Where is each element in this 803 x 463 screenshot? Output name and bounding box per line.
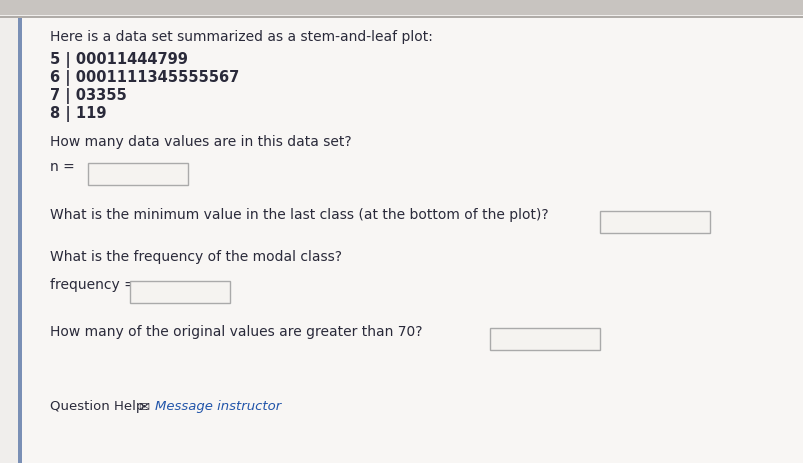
Text: How many of the original values are greater than 70?: How many of the original values are grea… — [50, 325, 422, 339]
Text: 8 | 119: 8 | 119 — [50, 106, 106, 122]
Text: ✉: ✉ — [138, 400, 149, 413]
Bar — [88, 163, 188, 185]
Text: frequency =: frequency = — [50, 278, 136, 292]
Text: 7 | 03355: 7 | 03355 — [50, 88, 127, 104]
Text: What is the frequency of the modal class?: What is the frequency of the modal class… — [50, 250, 341, 264]
Text: What is the minimum value in the last class (at the bottom of the plot)?: What is the minimum value in the last cl… — [50, 208, 548, 222]
Bar — [18, 18, 22, 463]
Text: n =: n = — [50, 160, 75, 174]
Text: Message instructor: Message instructor — [155, 400, 281, 413]
Text: 5 | 00011444799: 5 | 00011444799 — [50, 52, 188, 68]
Text: Here is a data set summarized as a stem-and-leaf plot:: Here is a data set summarized as a stem-… — [50, 30, 432, 44]
Text: 6 | 0001111345555567: 6 | 0001111345555567 — [50, 70, 239, 86]
Bar — [0, 0, 803, 15]
Text: Question Help:: Question Help: — [50, 400, 149, 413]
Bar — [130, 281, 230, 303]
Text: How many data values are in this data set?: How many data values are in this data se… — [50, 135, 351, 149]
Bar — [0, 16, 803, 18]
Bar — [599, 211, 709, 233]
Bar — [489, 328, 599, 350]
